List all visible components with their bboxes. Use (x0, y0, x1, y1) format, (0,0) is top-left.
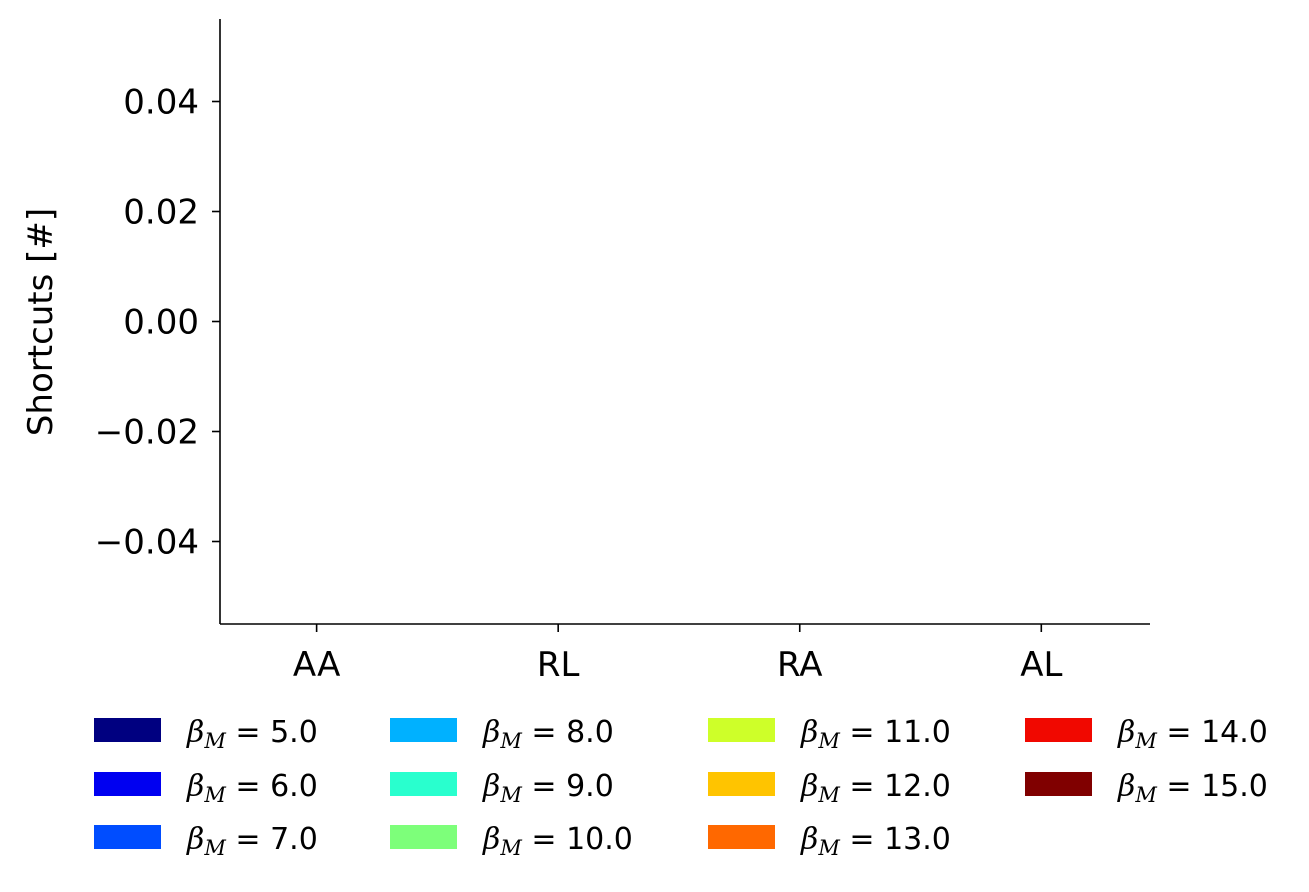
legend-swatch (94, 825, 161, 849)
legend-label: βM = 7.0 (186, 822, 318, 860)
legend-item: βM = 5.0 (94, 715, 318, 753)
x-tick-label-al: AL (1020, 645, 1062, 685)
legend-item: βM = 13.0 (708, 822, 951, 860)
legend-label: βM = 5.0 (186, 715, 318, 753)
legend-item: βM = 11.0 (708, 715, 951, 753)
x-ticks: AA RL RA AL (293, 624, 1063, 685)
legend-label: βM = 15.0 (1117, 769, 1268, 807)
legend-swatch (390, 718, 457, 742)
legend-item: βM = 10.0 (390, 822, 633, 860)
legend-item: βM = 9.0 (390, 769, 614, 807)
legend-swatch (1025, 718, 1092, 742)
legend-swatch (708, 772, 775, 796)
legend-label: βM = 13.0 (800, 822, 951, 860)
legend-swatch (390, 772, 457, 796)
legend-label: βM = 12.0 (800, 769, 951, 807)
x-tick-label-aa: AA (293, 645, 340, 685)
y-tick-label: 0.02 (123, 193, 199, 233)
x-tick-label-ra: RA (777, 645, 823, 685)
legend-item: βM = 8.0 (390, 715, 614, 753)
legend-swatch (94, 718, 161, 742)
legend-item: βM = 12.0 (708, 769, 951, 807)
axes (220, 19, 1150, 624)
legend-swatch (708, 718, 775, 742)
legend-label: βM = 8.0 (482, 715, 614, 753)
legend-swatch (708, 825, 775, 849)
legend-label: βM = 10.0 (482, 822, 633, 860)
legend-item: βM = 6.0 (94, 769, 318, 807)
legend-swatch (1025, 772, 1092, 796)
legend-label: βM = 11.0 (800, 715, 951, 753)
y-tick-label: −0.02 (95, 413, 199, 453)
y-ticks: −0.04 −0.02 0.00 0.02 0.04 (95, 83, 220, 563)
legend-swatch (94, 772, 161, 796)
y-tick-label: 0.00 (123, 303, 199, 343)
legend-label: βM = 14.0 (1117, 715, 1268, 753)
legend: βM = 5.0 βM = 6.0 βM = 7.0 βM = 8.0 βM = 9.0… (94, 715, 1268, 860)
y-tick-label: 0.04 (123, 83, 199, 123)
legend-label: βM = 9.0 (482, 769, 614, 807)
y-axis-label: Shortcuts [#] (21, 208, 61, 436)
legend-item: βM = 7.0 (94, 822, 318, 860)
legend-item: βM = 14.0 (1025, 715, 1268, 753)
legend-label: βM = 6.0 (186, 769, 318, 807)
y-tick-label: −0.04 (95, 523, 199, 563)
legend-swatch (390, 825, 457, 849)
legend-item: βM = 15.0 (1025, 769, 1268, 807)
x-tick-label-rl: RL (537, 645, 580, 685)
